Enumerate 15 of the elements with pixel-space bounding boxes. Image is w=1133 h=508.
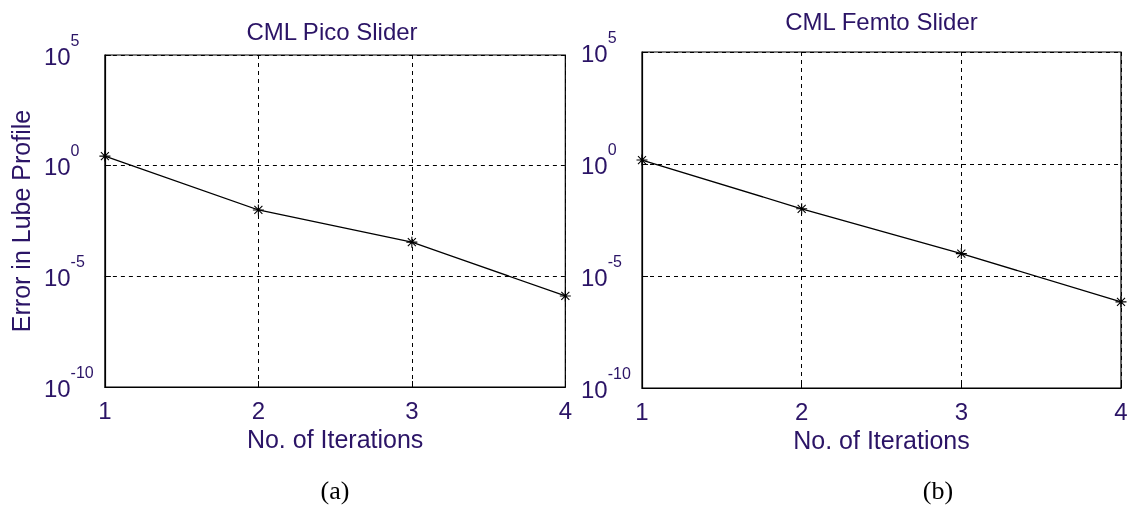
x-tick-label: 3: [954, 397, 969, 425]
x-tick-label: 2: [794, 397, 809, 425]
x-tick-label: 4: [558, 396, 573, 424]
text: (a): [320, 475, 350, 505]
text: (b): [922, 475, 954, 505]
x-tick-label: 1: [98, 396, 112, 424]
x-tick-label: 2: [251, 396, 266, 424]
x-axis-title: No. of Iterations: [793, 426, 970, 455]
x-tick-label: 1: [635, 397, 649, 425]
chart-title: CML Pico Slider: [246, 17, 418, 45]
chart-title: CML Femto Slider: [785, 7, 978, 35]
y-axis-title: Error in Lube Profile: [6, 109, 35, 333]
x-tick-label: 4: [1114, 397, 1128, 425]
x-tick-label: 3: [405, 396, 419, 424]
x-axis-title: No. of Iterations: [246, 425, 424, 454]
